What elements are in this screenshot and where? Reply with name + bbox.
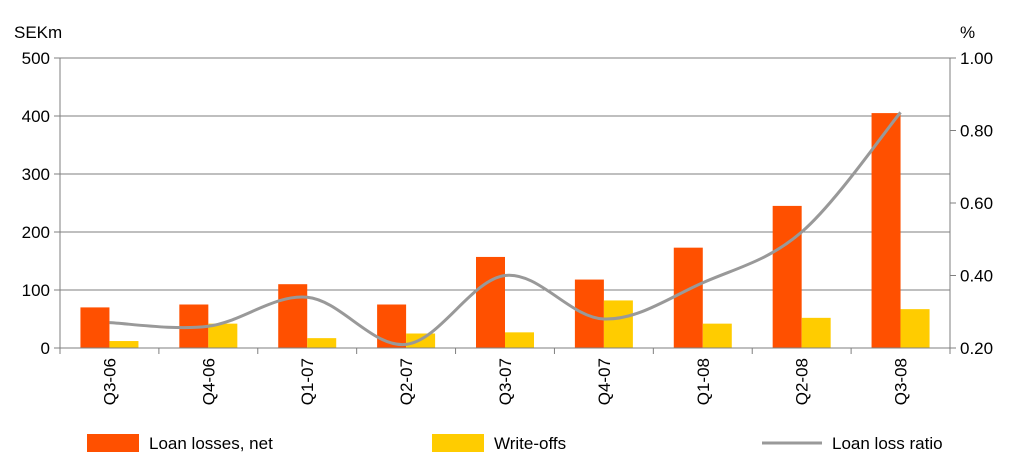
bar-loan-losses-q3-06 — [80, 307, 110, 348]
bar-loan-losses-q1-08 — [673, 247, 703, 348]
bar-write-offs-q3-07 — [505, 332, 534, 348]
x-tick-label: Q1-08 — [694, 358, 713, 405]
axes — [59, 58, 951, 354]
y-left-tick-label: 100 — [22, 281, 50, 300]
y-right-tick-label: 0.20 — [960, 339, 993, 358]
y-right-tick-label: 1.00 — [960, 49, 993, 68]
legend-swatch — [87, 434, 139, 452]
bar-loan-losses-q1-07 — [278, 284, 308, 348]
y-left-axis-title: SEKm — [14, 23, 62, 42]
bar-loan-losses-q3-07 — [476, 256, 505, 348]
y-left-tick-label: 500 — [22, 49, 50, 68]
y-left-tick-labels: 0 100 200 300 400 500 — [22, 49, 50, 358]
bar-loan-losses-q2-08 — [772, 205, 802, 348]
y-right-tick-label: 0.80 — [960, 122, 993, 141]
loan-loss-ratio-line — [109, 111, 902, 346]
bar-write-offs-q4-07 — [603, 300, 633, 348]
y-right-tick-label: 0.60 — [960, 194, 993, 213]
bar-loan-losses-q3-08 — [871, 113, 901, 348]
bar-write-offs-q1-07 — [307, 338, 337, 348]
y-left-tick-label: 400 — [22, 107, 50, 126]
y-right-tick-label: 0.40 — [960, 267, 993, 286]
bar-write-offs-q1-08 — [702, 323, 732, 348]
y-right-tick-labels: 0.20 0.40 0.60 0.80 1.00 — [960, 49, 993, 358]
x-tick-label: Q4-07 — [595, 358, 614, 405]
x-tick-label: Q2-07 — [397, 358, 416, 405]
y-left-tick-label: 200 — [22, 223, 50, 242]
y-left-tick-label: 0 — [41, 339, 50, 358]
y-right-axis-title: % — [960, 23, 975, 42]
x-tick-labels: Q3-06 Q4-06 Q1-07 Q2-07 Q3-07 Q4-07 Q1-08 Q2-08… — [100, 358, 910, 405]
y-left-tick-label: 300 — [22, 165, 50, 184]
x-tick-label: Q1-07 — [298, 358, 317, 405]
legend: Loan losses, net Write-offs Loan loss rati… — [87, 434, 943, 453]
bar-write-offs-q3-08 — [900, 309, 930, 348]
x-tick-label: Q3-06 — [100, 358, 119, 405]
bar-write-offs-q2-08 — [801, 317, 831, 348]
bar-write-offs-q4-06 — [208, 323, 238, 348]
bar-write-offs-q3-06 — [109, 341, 139, 348]
x-tick-label: Q3-08 — [892, 358, 911, 405]
legend-label: Loan losses, net — [149, 434, 273, 453]
x-tick-label: Q3-07 — [496, 358, 515, 405]
x-tick-label: Q2-08 — [793, 358, 812, 405]
x-tick-label: Q4-06 — [199, 358, 218, 405]
legend-label: Loan loss ratio — [832, 434, 943, 453]
legend-label: Write-offs — [494, 434, 566, 453]
legend-swatch — [432, 434, 484, 452]
bar-loan-losses-q4-07 — [574, 279, 604, 348]
